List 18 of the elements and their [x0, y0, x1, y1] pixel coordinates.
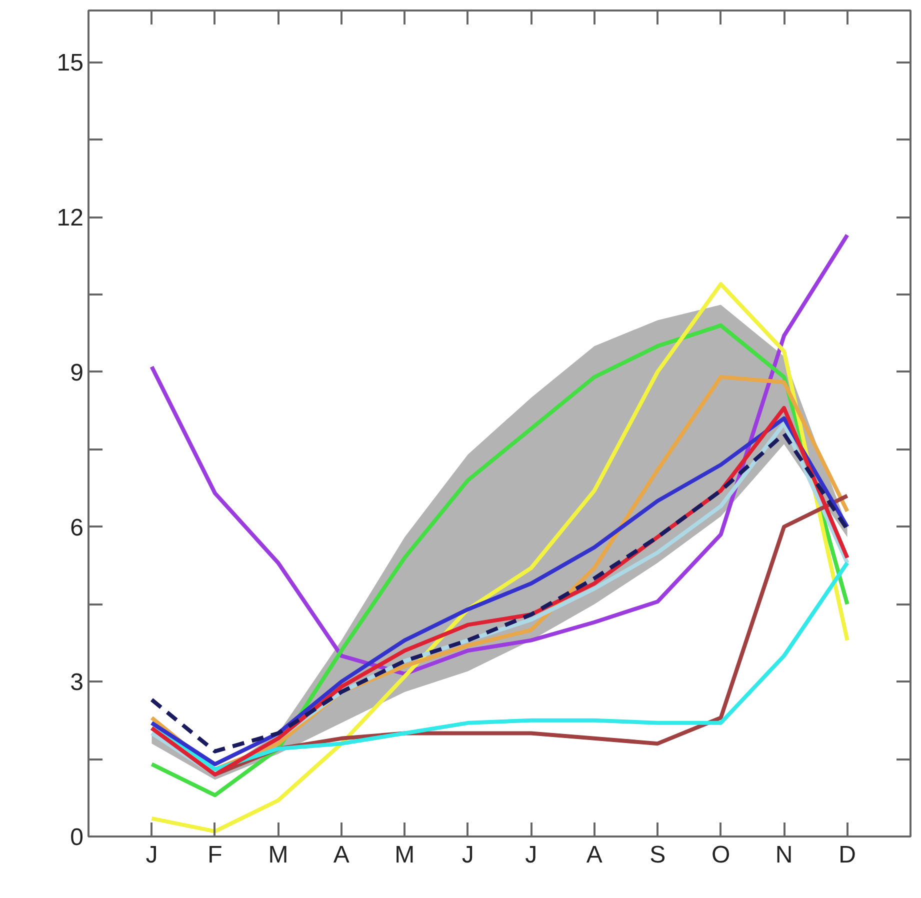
x-tick-label: J [146, 842, 158, 868]
y-tick-label: 12 [56, 204, 84, 232]
x-tick-label: S [650, 842, 666, 868]
y-tick-label: 0 [70, 824, 84, 851]
x-tick-label: M [394, 842, 415, 868]
x-tick-label: A [333, 842, 350, 868]
x-tick-label: D [838, 842, 856, 868]
x-tick-label: F [208, 842, 222, 868]
y-tick-label: 3 [70, 669, 84, 696]
x-tick-label: M [268, 842, 288, 868]
x-tick-label: J [462, 842, 474, 868]
x-tick-label: J [525, 842, 538, 868]
x-tick-label: N [775, 842, 793, 868]
y-tick-label: 6 [70, 514, 84, 542]
x-tick-label: A [586, 842, 602, 868]
x-tick-label: O [711, 842, 730, 868]
y-tick-label: 9 [70, 359, 84, 386]
y-tick-label: 15 [56, 50, 84, 77]
